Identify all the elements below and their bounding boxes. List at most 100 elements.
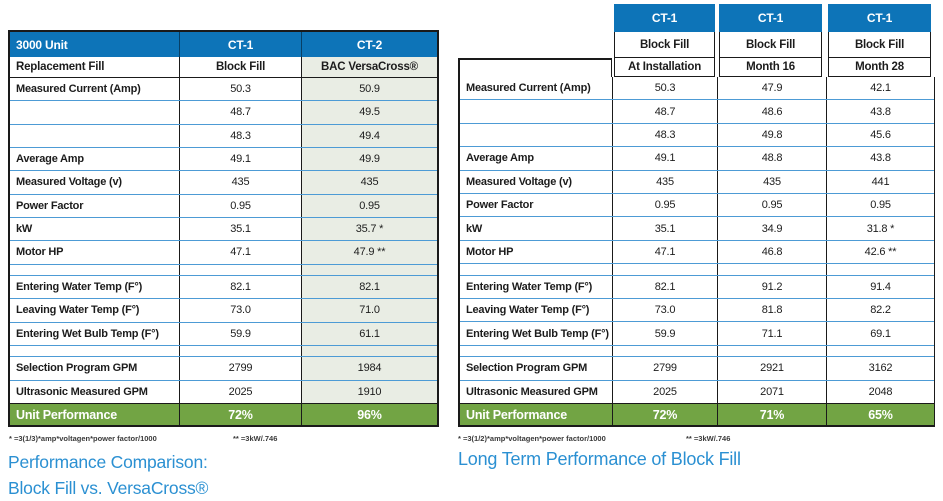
value-cell <box>826 345 934 357</box>
value-cell <box>717 345 826 357</box>
ct1-header-cell: CT-1 <box>179 32 301 57</box>
value-cell <box>612 264 717 275</box>
table-row: Entering Wet Bulb Temp (F°) 59.9 61.1 <box>10 321 437 345</box>
table-row: Entering Water Temp (F°) 82.1 82.1 <box>10 274 437 299</box>
value-cell: 50.3 <box>179 78 301 101</box>
row-label: Entering Wet Bulb Temp (F°) <box>16 327 159 340</box>
row-label: Motor HP <box>16 246 64 259</box>
table-row: Leaving Water Temp (F°) 73.0 81.8 82.2 <box>460 298 934 322</box>
value-cell: 2799 <box>612 357 717 380</box>
value-cell: 82.1 <box>301 275 437 299</box>
ct1-col1-header: CT-1 <box>614 4 715 32</box>
row-label <box>460 124 612 146</box>
row-label: Ultrasonic Measured GPM <box>466 385 598 398</box>
value-cell: 49.8 <box>717 123 826 147</box>
unit-performance-row: Unit Performance 72% 71% 65% <box>460 403 934 425</box>
value-cell: 91.2 <box>717 275 826 299</box>
table-row: Average Amp 49.1 49.9 <box>10 146 437 171</box>
footnote-kw: ** =3kW/.746 <box>233 434 278 443</box>
row-label <box>460 346 612 356</box>
value-cell: 2071 <box>717 380 826 404</box>
row-label: Entering Water Temp (F°) <box>466 280 593 293</box>
value-cell: 2025 <box>612 380 717 404</box>
value-cell: 31.8 * <box>826 217 934 240</box>
row-label <box>460 100 612 122</box>
value-cell: 48.7 <box>179 101 301 124</box>
col1-fill-header: Block Fill <box>614 32 715 58</box>
value-cell: 42.1 <box>826 77 934 100</box>
row-label: Leaving Water Temp (F°) <box>16 304 140 317</box>
table-row: Power Factor 0.95 0.95 <box>10 193 437 217</box>
value-cell: 49.1 <box>612 147 717 170</box>
row-label: Average Amp <box>466 152 534 165</box>
footnote-formula: * =3(1/3)*amp*voltagen*power factor/1000 <box>9 434 157 443</box>
value-cell: 47.1 <box>612 240 717 264</box>
row-label: Power Factor <box>16 199 84 212</box>
table-row: Entering Water Temp (F°) 82.1 91.2 91.4 <box>460 274 934 299</box>
row-label <box>10 265 179 275</box>
performance-comparison-table: 3000 Unit CT-1 CT-2 Replacement Fill Blo… <box>8 30 439 427</box>
unit-performance-label: Unit Performance <box>16 407 117 422</box>
col3-period-header: Month 28 <box>828 58 931 77</box>
value-cell: 69.1 <box>826 322 934 345</box>
value-cell: 3162 <box>826 357 934 380</box>
table-row: Entering Wet Bulb Temp (F°) 59.9 71.1 69.1 <box>460 321 934 345</box>
row-label: kW <box>466 222 483 235</box>
value-cell: 49.4 <box>301 124 437 147</box>
value-cell: 48.6 <box>717 100 826 123</box>
value-cell: 71.1 <box>717 322 826 345</box>
row-label <box>460 264 612 274</box>
value-cell: 48.3 <box>179 124 301 147</box>
ct2-performance-value: 96% <box>301 404 437 425</box>
row-label: Measured Current (Amp) <box>16 83 141 96</box>
table-row: 48.3 49.8 45.6 <box>460 122 934 147</box>
value-cell: 35.1 <box>179 217 301 241</box>
value-cell: 2921 <box>717 357 826 380</box>
value-cell: 0.95 <box>301 194 437 217</box>
label-column-top-cell <box>458 58 612 77</box>
unit-performance-row: Unit Performance 72% 96% <box>10 403 437 425</box>
month28-performance-value: 65% <box>826 404 934 425</box>
table-subheader-row: Replacement Fill Block Fill BAC VersaCro… <box>10 57 437 78</box>
value-cell: 35.7 * <box>301 217 437 241</box>
row-label: Average Amp <box>16 153 84 166</box>
table-row: kW 35.1 35.7 * <box>10 216 437 241</box>
value-cell: 0.95 <box>179 194 301 217</box>
block-fill-header: Block Fill <box>179 57 301 77</box>
value-cell: 35.1 <box>612 217 717 240</box>
value-cell <box>301 264 437 275</box>
value-cell: 435 <box>179 171 301 194</box>
unit-header-cell: 3000 Unit <box>16 37 68 52</box>
row-label: Selection Program GPM <box>16 362 138 375</box>
value-cell: 50.3 <box>612 77 717 100</box>
replacement-fill-label: Replacement Fill <box>16 61 105 73</box>
row-label: Motor HP <box>466 246 514 259</box>
value-cell: 49.5 <box>301 101 437 124</box>
value-cell: 47.9 ** <box>301 241 437 264</box>
value-cell: 2048 <box>826 380 934 404</box>
table-row <box>10 344 437 357</box>
table-row: Power Factor 0.95 0.95 0.95 <box>460 193 934 217</box>
value-cell: 50.9 <box>301 78 437 101</box>
value-cell: 42.6 ** <box>826 240 934 264</box>
table-row: kW 35.1 34.9 31.8 * <box>460 216 934 240</box>
row-label <box>10 101 179 123</box>
left-table-body: Measured Current (Amp) 50.3 50.9 48.7 49.5 48… <box>10 78 437 403</box>
value-cell <box>826 264 934 275</box>
ct1-col2-header: CT-1 <box>719 4 822 32</box>
value-cell: 435 <box>301 171 437 194</box>
col3-fill-header: Block Fill <box>828 32 931 58</box>
col2-fill-header: Block Fill <box>719 32 822 58</box>
row-label: Selection Program GPM <box>466 362 588 375</box>
value-cell: 1910 <box>301 380 437 403</box>
month16-performance-value: 71% <box>717 404 826 425</box>
table-row <box>460 263 934 275</box>
value-cell: 47.9 <box>717 77 826 100</box>
value-cell <box>179 264 301 275</box>
col2-period-header: Month 16 <box>719 58 822 77</box>
caption-line-2: Block Fill vs. VersaCross® <box>8 478 209 498</box>
value-cell: 1984 <box>301 357 437 380</box>
value-cell: 48.3 <box>612 123 717 147</box>
value-cell <box>301 345 437 357</box>
value-cell: 2799 <box>179 357 301 380</box>
